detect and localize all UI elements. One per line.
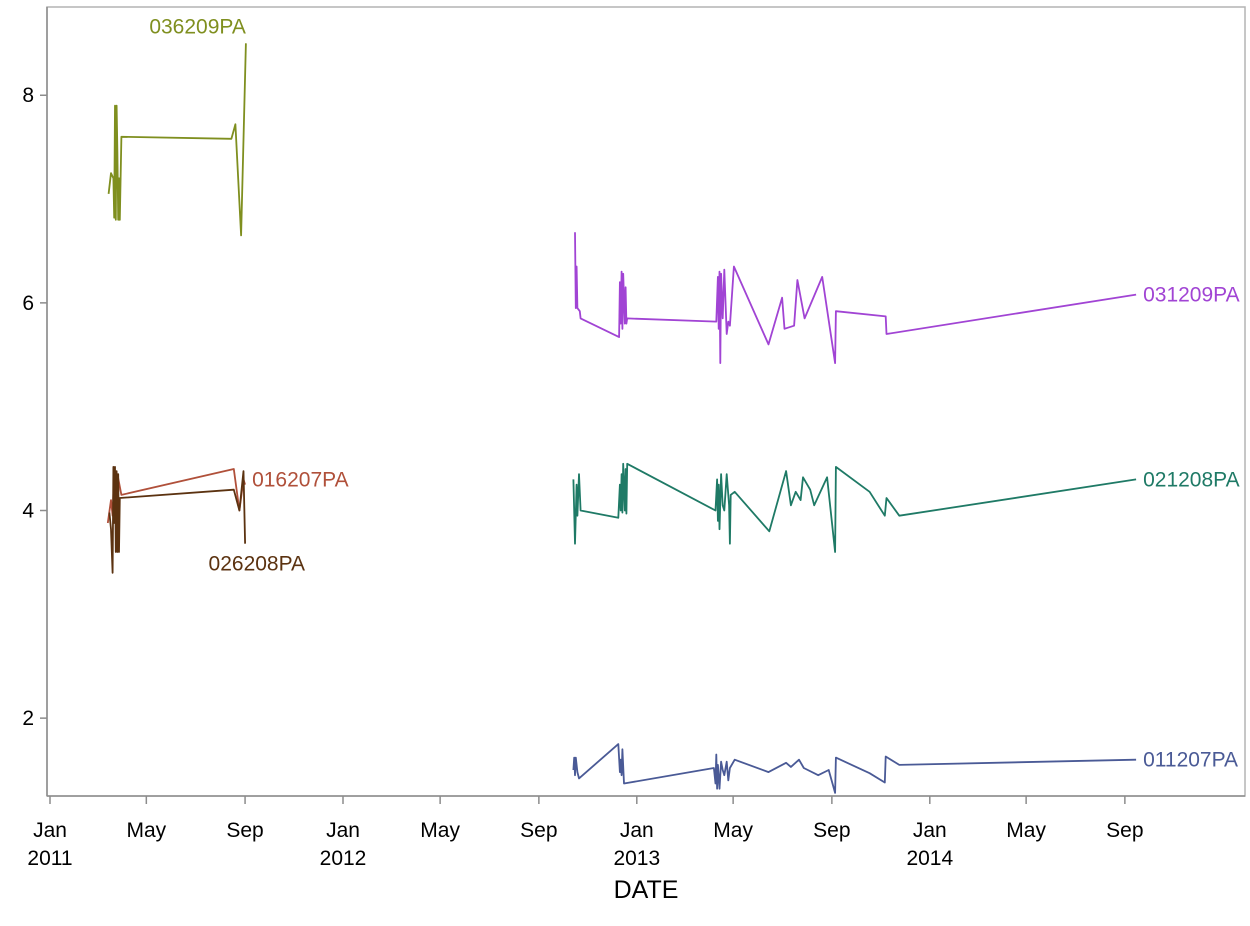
x-tick-label-4: May: [420, 819, 460, 842]
series-label-036209PA: 036209PA: [149, 15, 246, 38]
series-line-016207PA: [106, 468, 246, 524]
x-axis: Jan 2011 May Sep Jan 2012 May Sep Jan 2013 May Sep J…: [27, 796, 1144, 870]
x-tick-label-10: May: [1006, 819, 1046, 842]
y-tick-label-2: 2: [22, 707, 34, 730]
series-label-021208PA: 021208PA: [1143, 468, 1240, 491]
series-label-031209PA: 031209PA: [1143, 284, 1240, 307]
series-line-026208PA: [108, 465, 246, 574]
x-tick-year-3: 2012: [320, 847, 367, 870]
series-line-031209PA: [574, 232, 1137, 365]
series-line-036209PA: [107, 43, 247, 237]
x-tick-label-3: Jan: [326, 819, 360, 842]
x-tick-label-8: Sep: [813, 819, 850, 842]
series-label-layer: 036209PA 016207PA 026208PA 031209PA 021208PA…: [149, 15, 1239, 771]
x-tick-label-5: Sep: [520, 819, 557, 842]
series-label-026208PA: 026208PA: [209, 552, 306, 575]
series-label-011207PA: 011207PA: [1143, 749, 1238, 772]
x-tick-year-0: 2011: [27, 847, 72, 870]
series-layer: [106, 43, 1137, 794]
x-tick-year-9: 2014: [906, 847, 953, 870]
x-tick-label-2: Sep: [226, 819, 263, 842]
series-line-021208PA: [572, 462, 1137, 553]
y-tick-label-4: 4: [22, 500, 34, 523]
y-tick-label-8: 8: [22, 84, 34, 107]
series-label-016207PA: 016207PA: [252, 468, 349, 491]
x-axis-title: DATE: [614, 876, 679, 904]
x-tick-label-0: Jan: [33, 819, 67, 842]
y-axis: 2 4 6 8: [22, 84, 47, 730]
x-tick-label-9: Jan: [913, 819, 947, 842]
x-tick-year-6: 2013: [613, 847, 660, 870]
plot-frame: [46, 6, 1246, 797]
x-tick-label-7: May: [713, 819, 753, 842]
x-tick-label-1: May: [126, 819, 166, 842]
series-line-011207PA: [572, 743, 1137, 794]
y-tick-label-6: 6: [22, 292, 34, 315]
x-tick-label-11: Sep: [1106, 819, 1143, 842]
x-tick-label-6: Jan: [620, 819, 654, 842]
